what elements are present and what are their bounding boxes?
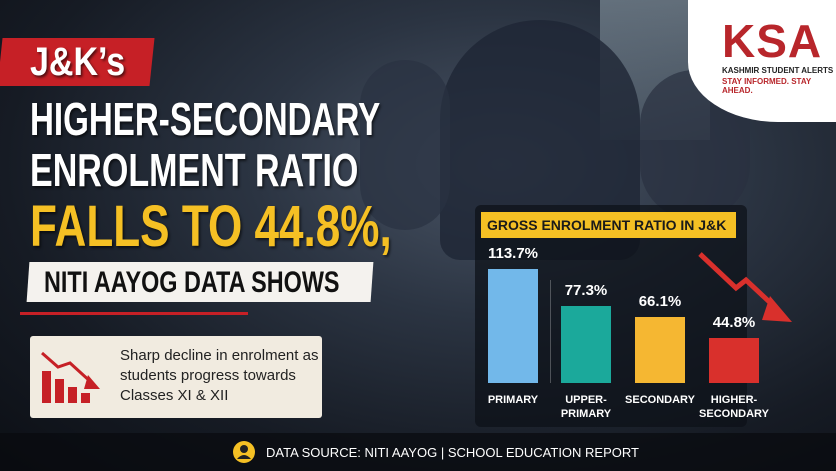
footer-text: DATA SOURCE: NITI AAYOG | SCHOOL EDUCATI…	[266, 445, 639, 460]
bg-student	[360, 60, 450, 230]
callout-box	[30, 336, 322, 418]
logo-panel	[688, 0, 836, 122]
value-label: 77.3%	[564, 281, 608, 299]
decline-icon	[41, 351, 100, 403]
source-icon	[233, 441, 255, 463]
x-tick-label: SECONDARY	[625, 394, 695, 406]
trend-arrow	[698, 252, 792, 322]
axis-line	[550, 280, 551, 383]
x-tick-label: HIGHER-SECONDARY	[699, 394, 769, 420]
bar	[709, 338, 759, 383]
bar	[488, 269, 538, 383]
headline-line: NITI AAYOG DATA SHOWS	[44, 266, 340, 299]
footer-report: SCHOOL EDUCATION REPORT	[447, 445, 639, 460]
logo-tagline: STAY INFORMED. STAY AHEAD.	[722, 77, 812, 95]
x-tick-label: UPPER-PRIMARY	[560, 394, 612, 420]
chart-title-box	[481, 212, 736, 238]
logo-full-name: KASHMIR STUDENT ALERTS	[722, 66, 834, 75]
value-label: 113.7%	[487, 245, 539, 263]
headline-line: FALLS TO 44.8%,	[30, 194, 392, 259]
callout-text: Sharp decline in enrolment as students p…	[120, 347, 319, 404]
headline-line: ENROLMENT RATIO	[30, 144, 359, 196]
headline-line: HIGHER-SECONDARY	[30, 93, 381, 145]
bar	[561, 305, 611, 383]
divider	[20, 312, 248, 315]
footer-source: DATA SOURCE: NITI AAYOG	[266, 445, 438, 460]
logo-text: KSA	[722, 15, 823, 67]
x-tick-label: PRIMARY	[487, 394, 539, 406]
chart-title: GROSS ENROLMENT RATIO IN J&K	[487, 217, 727, 233]
footer-bar	[0, 433, 836, 471]
headline-line: J&K’s	[30, 40, 126, 84]
bar	[635, 316, 685, 383]
value-label: 44.8%	[712, 314, 756, 332]
value-label: 66.1%	[638, 292, 682, 310]
